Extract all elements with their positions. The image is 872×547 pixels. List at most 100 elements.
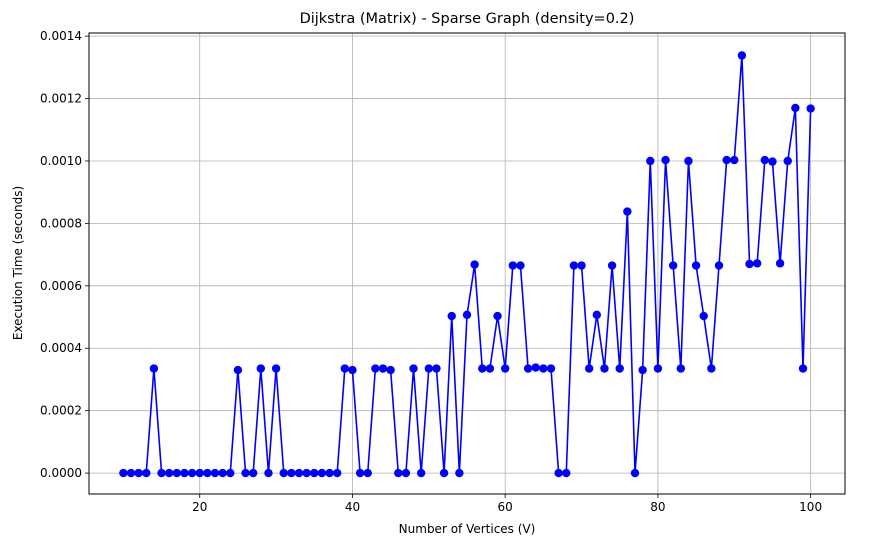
data-point <box>485 364 495 373</box>
data-point <box>142 468 151 478</box>
y-tick-label-3: 0.0006 <box>40 279 82 293</box>
data-point <box>791 103 800 113</box>
data-point <box>424 364 434 373</box>
data-point <box>386 365 395 375</box>
data-point <box>676 364 686 373</box>
y-tick-label-1: 0.0002 <box>40 404 82 418</box>
data-point <box>134 468 143 478</box>
x-tick-label-1: 40 <box>345 500 360 514</box>
data-point <box>157 468 166 478</box>
chart-title: Dijkstra (Matrix) - Sparse Graph (densit… <box>300 11 635 27</box>
data-point <box>256 364 266 373</box>
data-point <box>187 468 197 478</box>
data-point <box>707 364 716 373</box>
data-point <box>241 468 250 478</box>
data-point <box>279 468 288 478</box>
data-point <box>615 364 624 373</box>
data-point <box>416 468 426 478</box>
data-point <box>661 155 670 165</box>
data-point <box>523 364 533 373</box>
data-point <box>638 365 647 375</box>
data-point <box>218 468 227 478</box>
y-tick-label-6: 0.0012 <box>40 92 82 106</box>
data-point <box>302 468 311 478</box>
data-point <box>409 364 418 373</box>
x-tick-label-4: 100 <box>799 500 822 514</box>
data-point <box>775 259 785 268</box>
data-point <box>126 468 136 478</box>
data-point <box>539 364 548 373</box>
x-axis-label: Number of Vertices (V) <box>399 522 536 536</box>
data-point <box>371 364 380 373</box>
data-point <box>531 363 540 372</box>
data-point <box>348 365 357 375</box>
data-point <box>508 261 518 270</box>
data-point <box>432 364 441 373</box>
data-point <box>149 364 159 373</box>
y-axis-label: Execution Time (seconds) <box>11 186 25 340</box>
data-point <box>577 261 586 270</box>
data-point <box>500 364 510 373</box>
y-tick-label-0: 0.0000 <box>40 466 82 480</box>
data-point <box>363 468 372 478</box>
data-point <box>806 104 815 113</box>
data-point <box>600 364 609 373</box>
x-tick-label-0: 20 <box>192 500 207 514</box>
data-point <box>737 51 747 60</box>
data-point <box>630 468 640 478</box>
data-point <box>623 207 632 216</box>
data-point <box>699 311 708 321</box>
data-point <box>714 261 724 270</box>
data-point <box>493 311 502 321</box>
data-point <box>562 468 571 478</box>
data-point <box>455 468 464 478</box>
data-point <box>653 364 663 373</box>
data-point <box>378 364 388 373</box>
data-point <box>478 364 487 373</box>
x-tick-label-2: 60 <box>498 500 513 514</box>
data-point <box>768 157 777 166</box>
data-point <box>447 311 456 321</box>
data-point <box>516 261 525 270</box>
plot-frame <box>88 32 846 495</box>
data-point <box>569 261 579 270</box>
grid-lines <box>89 33 845 494</box>
data-point <box>226 468 235 478</box>
data-point <box>264 468 273 478</box>
data-point <box>752 259 762 268</box>
y-tick-label-2: 0.0004 <box>40 341 82 355</box>
data-point <box>798 364 808 373</box>
data-point <box>783 156 792 166</box>
data-point <box>294 468 304 478</box>
data-point <box>172 468 182 478</box>
y-tick-label-4: 0.0008 <box>40 216 82 230</box>
x-tick-label-3: 80 <box>650 500 665 514</box>
data-point <box>394 468 403 478</box>
y-tick-label-5: 0.0010 <box>40 154 82 168</box>
axes: 20 40 60 80 100 0.0000 0.0002 0.0004 0.0006 0.000… <box>40 29 822 514</box>
data-point <box>607 261 617 270</box>
data-point <box>340 364 350 373</box>
data-point <box>233 365 243 375</box>
data-point <box>584 364 594 373</box>
data-point <box>722 155 731 165</box>
data-point <box>592 310 602 320</box>
data-point <box>760 155 770 165</box>
data-point <box>462 310 472 320</box>
data-point <box>203 468 212 478</box>
data-point <box>180 468 189 478</box>
data-point <box>439 468 449 478</box>
data-point <box>646 156 655 166</box>
data-point <box>668 261 678 270</box>
data-point <box>470 260 479 269</box>
data-point <box>554 468 563 478</box>
data-point <box>546 364 556 373</box>
data-point <box>310 468 319 478</box>
data-point <box>210 468 220 478</box>
data-point <box>730 155 739 165</box>
data-point <box>287 468 296 478</box>
data-point <box>195 468 204 478</box>
data-point <box>271 364 281 373</box>
data-point <box>248 468 258 478</box>
